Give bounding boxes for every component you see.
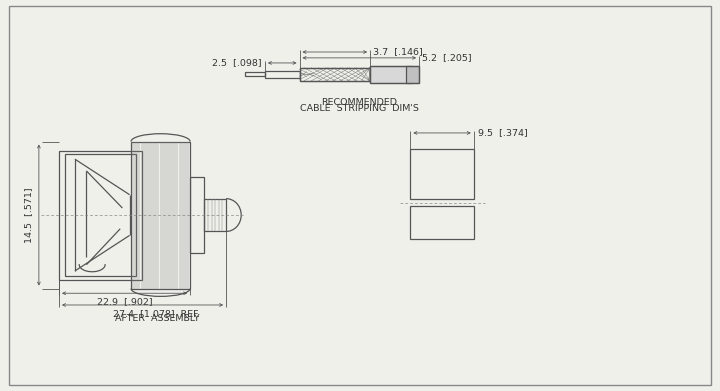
Bar [245, 72, 265, 76]
Bar [204, 199, 226, 231]
Text: 5.2  [.205]: 5.2 [.205] [422, 53, 472, 63]
Bar [370, 66, 412, 83]
Bar [131, 142, 190, 289]
Text: 14.5  [.571]: 14.5 [.571] [24, 187, 33, 243]
Text: RECOMMENDED: RECOMMENDED [321, 98, 397, 107]
Text: 27.4  [1.078]  REF.: 27.4 [1.078] REF. [114, 309, 200, 318]
Bar [410, 206, 474, 239]
Bar [370, 66, 419, 83]
Text: CABLE  STRIPPING  DIM'S: CABLE STRIPPING DIM'S [300, 104, 419, 113]
Text: 3.7  [.146]: 3.7 [.146] [373, 47, 423, 57]
Bar [406, 66, 419, 83]
Bar [59, 151, 142, 280]
Bar [300, 68, 370, 81]
Bar [65, 154, 136, 276]
Text: 2.5  [.098]: 2.5 [.098] [212, 58, 262, 68]
Text: 22.9  [.902]: 22.9 [.902] [96, 297, 153, 306]
Bar [300, 68, 370, 81]
Bar [410, 149, 474, 199]
Bar [265, 71, 300, 78]
Text: 9.5  [.374]: 9.5 [.374] [478, 128, 528, 138]
Bar [190, 177, 204, 253]
Text: AFTER  ASSEMBLY: AFTER ASSEMBLY [114, 314, 199, 323]
